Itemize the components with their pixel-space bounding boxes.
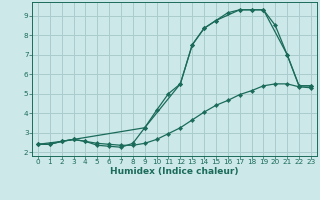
X-axis label: Humidex (Indice chaleur): Humidex (Indice chaleur) xyxy=(110,167,239,176)
